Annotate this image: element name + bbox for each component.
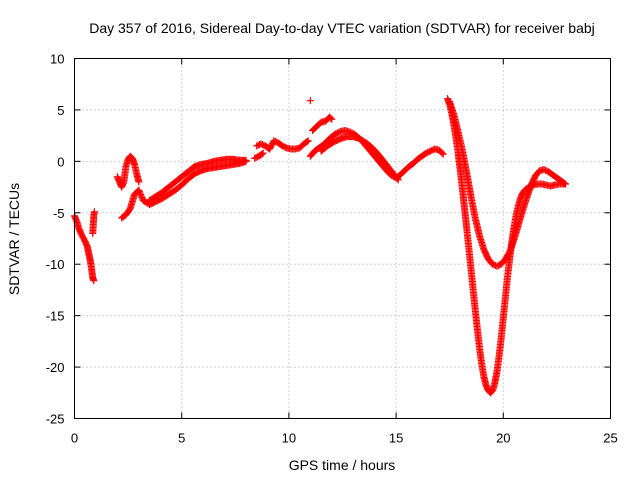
y-tick-label: 5	[57, 103, 64, 118]
x-tick-label: 20	[496, 431, 510, 446]
x-tick-label: 0	[71, 431, 78, 446]
x-tick-label: 25	[603, 431, 617, 446]
data-point	[561, 180, 569, 188]
chart-title: Day 357 of 2016, Sidereal Day-to-day VTE…	[89, 20, 595, 36]
data-point	[259, 149, 267, 157]
x-axis-label: GPS time / hours	[289, 457, 396, 473]
data-point	[394, 176, 402, 184]
data-point	[303, 138, 311, 146]
data-point	[258, 150, 266, 158]
data-point	[438, 149, 446, 157]
data-point	[90, 277, 98, 285]
data-point	[137, 192, 145, 200]
data-point	[560, 179, 568, 187]
data-point	[135, 186, 143, 194]
y-tick-label: -15	[46, 309, 65, 324]
data-point	[242, 156, 250, 164]
y-tick-label: -20	[46, 360, 65, 375]
axis-ticks: 0 5 10 15 20 25 10 5 0 -5 -10 -15 -20 -25	[46, 52, 618, 446]
data-point	[328, 115, 336, 123]
grid	[74, 58, 611, 419]
plot-frame	[74, 58, 611, 419]
data-point	[327, 114, 335, 122]
data-point	[439, 150, 447, 158]
y-tick-label: 0	[57, 154, 64, 169]
x-tick-label: 5	[178, 431, 185, 446]
y-axis-label: SDTVAR / TECUs	[6, 183, 22, 295]
y-tick-label: -5	[53, 206, 65, 221]
data-point	[137, 191, 145, 199]
y-tick-label: 10	[50, 52, 64, 67]
y-tick-label: -10	[46, 257, 65, 272]
data-point	[135, 188, 143, 196]
data-point	[90, 208, 98, 216]
y-tick-label: -25	[46, 412, 65, 427]
data-point	[136, 189, 144, 197]
data-point	[135, 178, 143, 186]
data-point	[306, 97, 314, 105]
data-point	[304, 137, 312, 145]
x-tick-label: 15	[389, 431, 403, 446]
x-tick-label: 10	[282, 431, 296, 446]
data-points	[71, 95, 569, 397]
data-point	[393, 175, 401, 183]
data-point	[138, 194, 146, 202]
